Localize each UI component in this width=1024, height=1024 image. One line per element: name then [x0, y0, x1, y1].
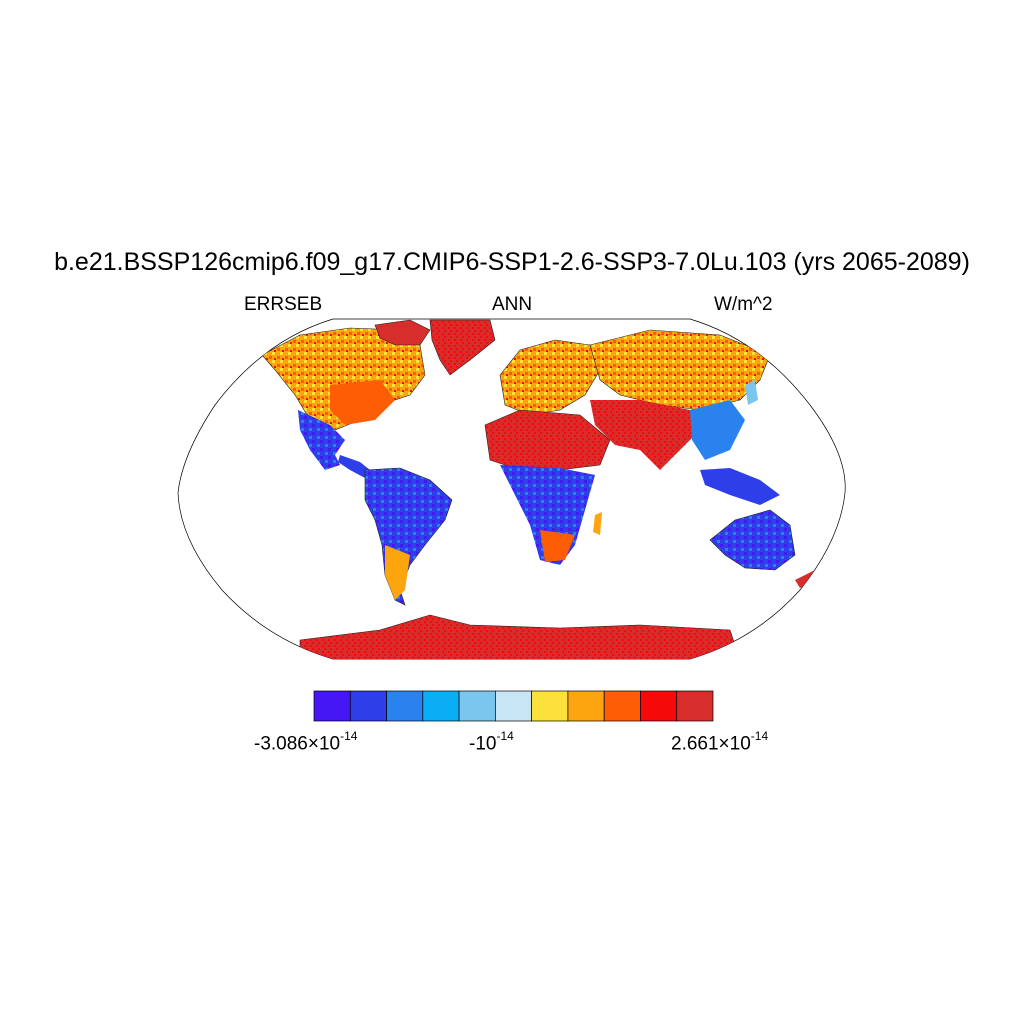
south-america-south [385, 545, 410, 600]
map-title: b.e21.BSSP126cmip6.f09_g17.CMIP6-SSP1-2.… [54, 248, 970, 276]
colorbar-box [676, 690, 714, 722]
arabia-india [590, 400, 700, 470]
central-america [338, 455, 370, 478]
colorbar-box [531, 690, 569, 722]
colorbar-box [422, 690, 460, 722]
colorbar-mid-label: -10-14 [469, 729, 514, 755]
colorbar [313, 690, 714, 722]
europe [499, 339, 601, 416]
australia [709, 509, 796, 571]
colorbar-max-label: 2.661×10-14 [671, 729, 769, 755]
season-label: ANN [491, 294, 533, 315]
colorbar-box [495, 690, 532, 722]
colorbar-box [313, 690, 351, 722]
southern-africa [540, 530, 575, 562]
north-america-east [330, 380, 395, 425]
east-asia [690, 400, 745, 460]
units-label: W/m^2 [714, 294, 773, 315]
southeast-asia [700, 468, 780, 505]
sahara [484, 409, 611, 471]
colorbar-min-label: -3.086×10-14 [254, 729, 358, 755]
asia-north [589, 329, 771, 411]
colorbar-box [603, 690, 641, 722]
greenland [429, 319, 496, 376]
colorbar-box [386, 690, 424, 722]
colorbar-box [640, 690, 678, 722]
japan [745, 380, 758, 405]
arctic-islands [374, 319, 431, 346]
colorbar-box [567, 690, 605, 722]
antarctica [299, 614, 741, 659]
north-america-south [298, 410, 345, 470]
variable-label: ERRSEB [244, 294, 323, 315]
madagascar [593, 512, 602, 535]
colorbar-box [458, 690, 496, 722]
colorbar-box [349, 690, 387, 722]
